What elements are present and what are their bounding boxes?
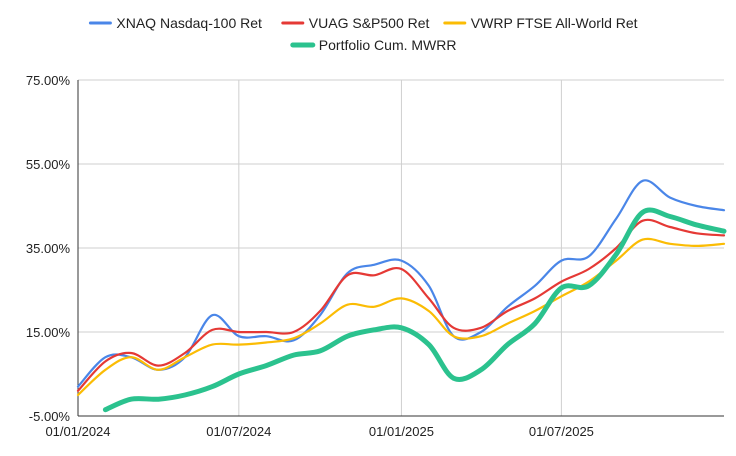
legend-label-portfolio-cum-mwrr: Portfolio Cum. MWRR [319, 37, 457, 53]
legend: XNAQ Nasdaq-100 Ret VUAG S&P500 Ret VWRP F… [88, 15, 638, 53]
y-tick-label: 75.00% [26, 73, 71, 88]
series-line-portfolio-cum-mwrr [102, 207, 727, 413]
axes [77, 80, 724, 417]
x-tick-label: 01/01/2025 [369, 424, 434, 439]
y-tick-label: 15.00% [26, 325, 71, 340]
grid [78, 79, 724, 416]
x-tick-label: 01/01/2024 [45, 424, 110, 439]
legend-label-vwrp-ftse-all-world-ret: VWRP FTSE All-World Ret [471, 15, 638, 31]
legend-label-vuag-s-p500-ret: VUAG S&P500 Ret [309, 15, 430, 31]
y-tick-label: -5.00% [29, 409, 71, 424]
legend-label-xnaq-nasdaq-100-ret: XNAQ Nasdaq-100 Ret [116, 15, 262, 31]
y-tick-label: 55.00% [26, 157, 71, 172]
x-tick-label: 01/07/2024 [206, 424, 271, 439]
x-tick-label: 01/07/2025 [529, 424, 594, 439]
series-line-vwrp-ftse-all-world-ret [76, 237, 726, 397]
tick-labels: -5.00% 15.00% 35.00% 55.00% 75.00% 01/01/2024… [26, 73, 594, 439]
y-tick-label: 35.00% [26, 241, 71, 256]
series-line-vuag-s-p500-ret [76, 218, 726, 392]
series-lines [76, 179, 727, 413]
